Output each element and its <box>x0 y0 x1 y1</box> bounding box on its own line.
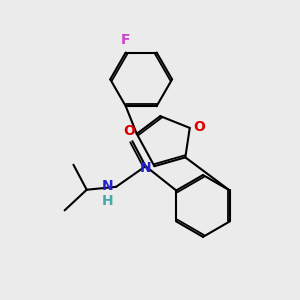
Text: H: H <box>102 194 114 208</box>
Text: N: N <box>102 179 114 193</box>
Text: O: O <box>193 120 205 134</box>
Text: F: F <box>121 33 130 47</box>
Text: O: O <box>124 124 135 138</box>
Text: N: N <box>139 161 151 175</box>
